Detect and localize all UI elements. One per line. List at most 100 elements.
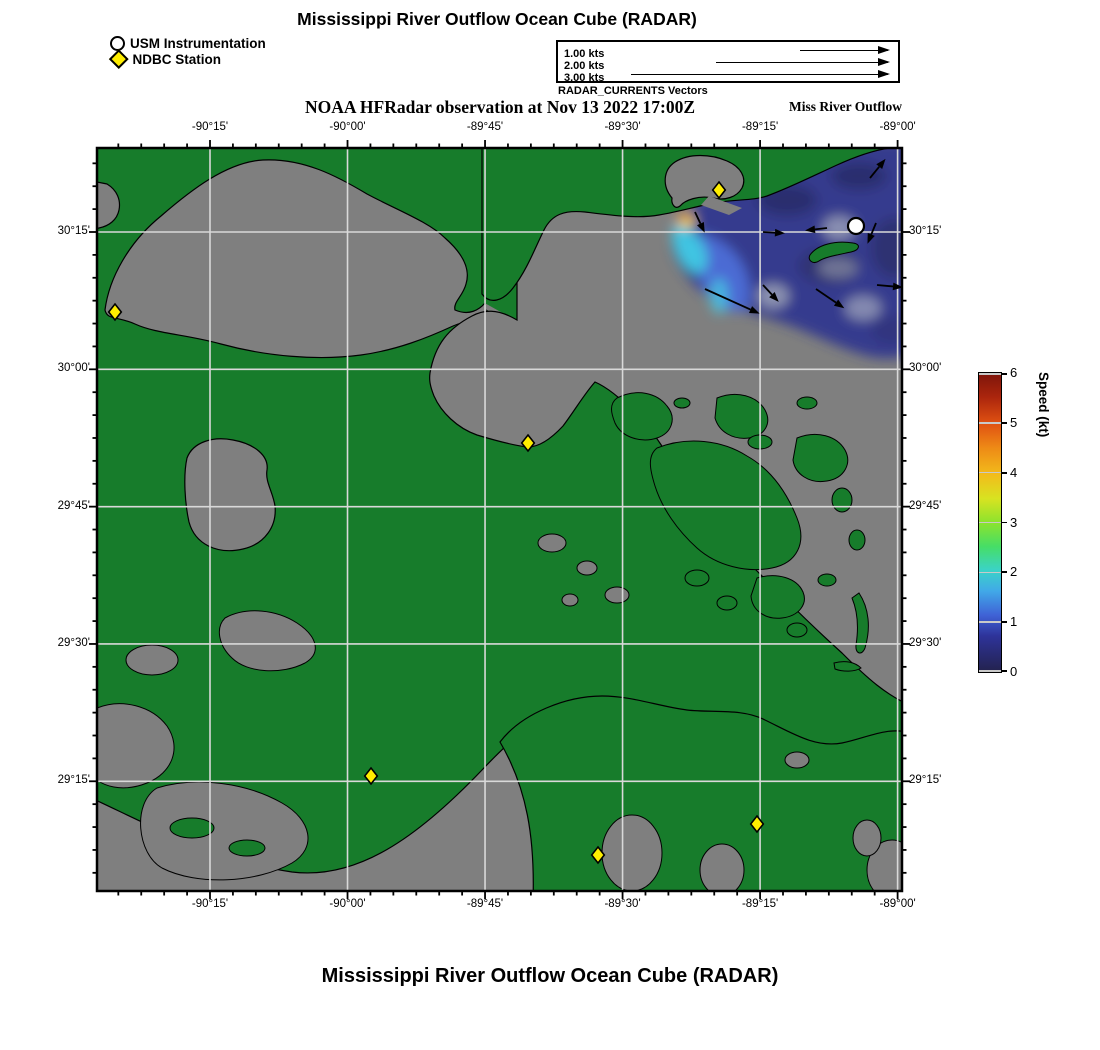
marsh-islet <box>848 529 866 551</box>
y-axis-tick-label: 29°45' <box>909 499 942 512</box>
current-vector-head <box>748 306 760 314</box>
lake-maurepas <box>184 438 276 552</box>
x-axis-tick-label: -89°30' <box>604 898 641 910</box>
vector-scale-label-3: 3.00 kts <box>564 72 605 84</box>
colorbar-tick <box>1001 421 1007 424</box>
current-vector-head <box>805 225 816 234</box>
lake-pontchartrain <box>104 159 490 359</box>
colorbar-gridline <box>979 621 1001 623</box>
marsh-pond <box>97 703 175 789</box>
arrowhead-icon <box>878 45 890 54</box>
colorbar-tick-label: 0 <box>1010 664 1018 679</box>
marsh-pond <box>604 586 630 604</box>
colorbar-gridline <box>979 670 1001 672</box>
marsh-pond <box>561 593 579 607</box>
marsh-pond <box>576 560 598 576</box>
current-vector-head <box>833 299 845 309</box>
colorbar-tick <box>1001 471 1007 474</box>
observation-subtitle: NOAA HFRadar observation at Nov 13 2022 … <box>304 97 696 117</box>
colorbar-tick-label: 3 <box>1010 514 1018 530</box>
ndbc-station-marker <box>107 302 123 322</box>
colorbar-gridline <box>979 471 1001 474</box>
current-vector-head <box>892 282 902 291</box>
current-vector <box>762 284 773 296</box>
bottom-title: Mississippi River Outflow Ocean Cube (RA… <box>321 965 779 987</box>
ndbc-station-marker <box>520 433 536 453</box>
biloxi-marsh-island <box>792 434 849 483</box>
current-vector <box>704 288 751 311</box>
region-label: Miss River Outflow <box>789 99 902 114</box>
arrowhead-icon <box>878 57 890 66</box>
x-axis-tick-label: -89°00' <box>879 121 916 133</box>
ndbc-station-marker <box>363 766 379 786</box>
map-legend: USM Instrumentation NDBC Station <box>109 35 266 69</box>
colorbar-gridline <box>979 571 1001 574</box>
y-axis-tick-label: 30°15' <box>57 225 90 237</box>
y-axis-tick-label: 29°45' <box>57 499 90 512</box>
current-vector-head <box>697 221 705 233</box>
marsh-pond <box>537 533 567 553</box>
x-axis-tick-label: -90°00' <box>329 121 366 133</box>
delta-pond <box>852 819 882 857</box>
vector-scale-label-1: 1.00 kts <box>564 48 605 60</box>
north-shore-land <box>481 148 891 301</box>
marsh-pond <box>218 610 316 672</box>
vector-scale-arrow-3 <box>631 69 890 78</box>
biloxi-marsh-island <box>649 440 802 571</box>
colorbar-tick-label: 6 <box>1010 365 1018 380</box>
colorbar-tick-label: 1 <box>1010 614 1018 630</box>
y-axis-tick-label: 29°15' <box>909 774 942 787</box>
delta-pond <box>699 843 745 891</box>
x-axis-tick-label: -89°15' <box>741 121 779 133</box>
current-vector <box>815 288 837 304</box>
current-vector-head <box>774 228 785 237</box>
usm-station-marker <box>846 216 866 236</box>
marsh-islet <box>786 622 808 638</box>
y-axis-tick-label: 30°00' <box>57 362 90 375</box>
x-axis-tick-label: -89°30' <box>604 121 641 133</box>
current-vector <box>870 222 877 235</box>
legend-item-usm: USM Instrumentation <box>110 35 266 51</box>
vector-scale-row-3: 3.00 kts <box>564 68 890 84</box>
vector-scale-label-2: 2.00 kts <box>564 60 605 72</box>
chandeleur-islands <box>851 592 869 654</box>
marsh-island <box>228 839 266 857</box>
cat-island <box>808 241 859 263</box>
colorbar-tick-label: 2 <box>1010 564 1018 580</box>
y-axis-tick-label: 29°30' <box>57 636 90 649</box>
map-panel <box>87 138 912 901</box>
marsh-islet <box>716 595 738 611</box>
page-title: Mississippi River Outflow Ocean Cube (RA… <box>297 9 697 29</box>
current-vector <box>814 227 828 231</box>
vector-scale-box: 1.00 kts 2.00 kts 3.00 kts <box>556 40 900 84</box>
current-vector <box>694 211 702 224</box>
usm-circle-icon <box>110 35 125 51</box>
current-vectors <box>694 158 902 314</box>
marsh-islet <box>796 396 818 410</box>
map-border <box>95 146 904 893</box>
west-edge-water <box>97 181 121 229</box>
current-vector <box>876 284 894 288</box>
delta-pond <box>784 751 810 769</box>
delta-pond <box>601 814 663 891</box>
bay-st-louis <box>664 154 745 208</box>
colorbar-tick <box>1001 571 1007 574</box>
arrowhead-icon <box>878 69 890 78</box>
x-axis-tick-label: -90°15' <box>191 121 229 133</box>
marsh-islet <box>831 487 853 513</box>
marsh-islet <box>684 569 710 587</box>
marsh-island <box>169 817 215 839</box>
colorbar-tick-label: 4 <box>1010 464 1018 480</box>
y-axis-tick-label: 29°15' <box>57 774 90 787</box>
vector-scale-row-1: 1.00 kts <box>564 44 890 60</box>
x-axis-tick-label: -89°45' <box>466 898 504 910</box>
ndbc-station-marker <box>590 845 606 865</box>
colorbar-tick-label: 5 <box>1010 414 1018 430</box>
current-vector <box>869 166 880 179</box>
colorbar-gridline <box>979 373 1001 375</box>
colorbar-title: Speed (kt) <box>1036 372 1051 438</box>
chandeleur-islands <box>833 661 862 672</box>
map-svg <box>89 140 910 899</box>
legend-label-usm: USM Instrumentation <box>130 35 266 51</box>
x-axis-tick-label: -89°45' <box>466 121 504 133</box>
